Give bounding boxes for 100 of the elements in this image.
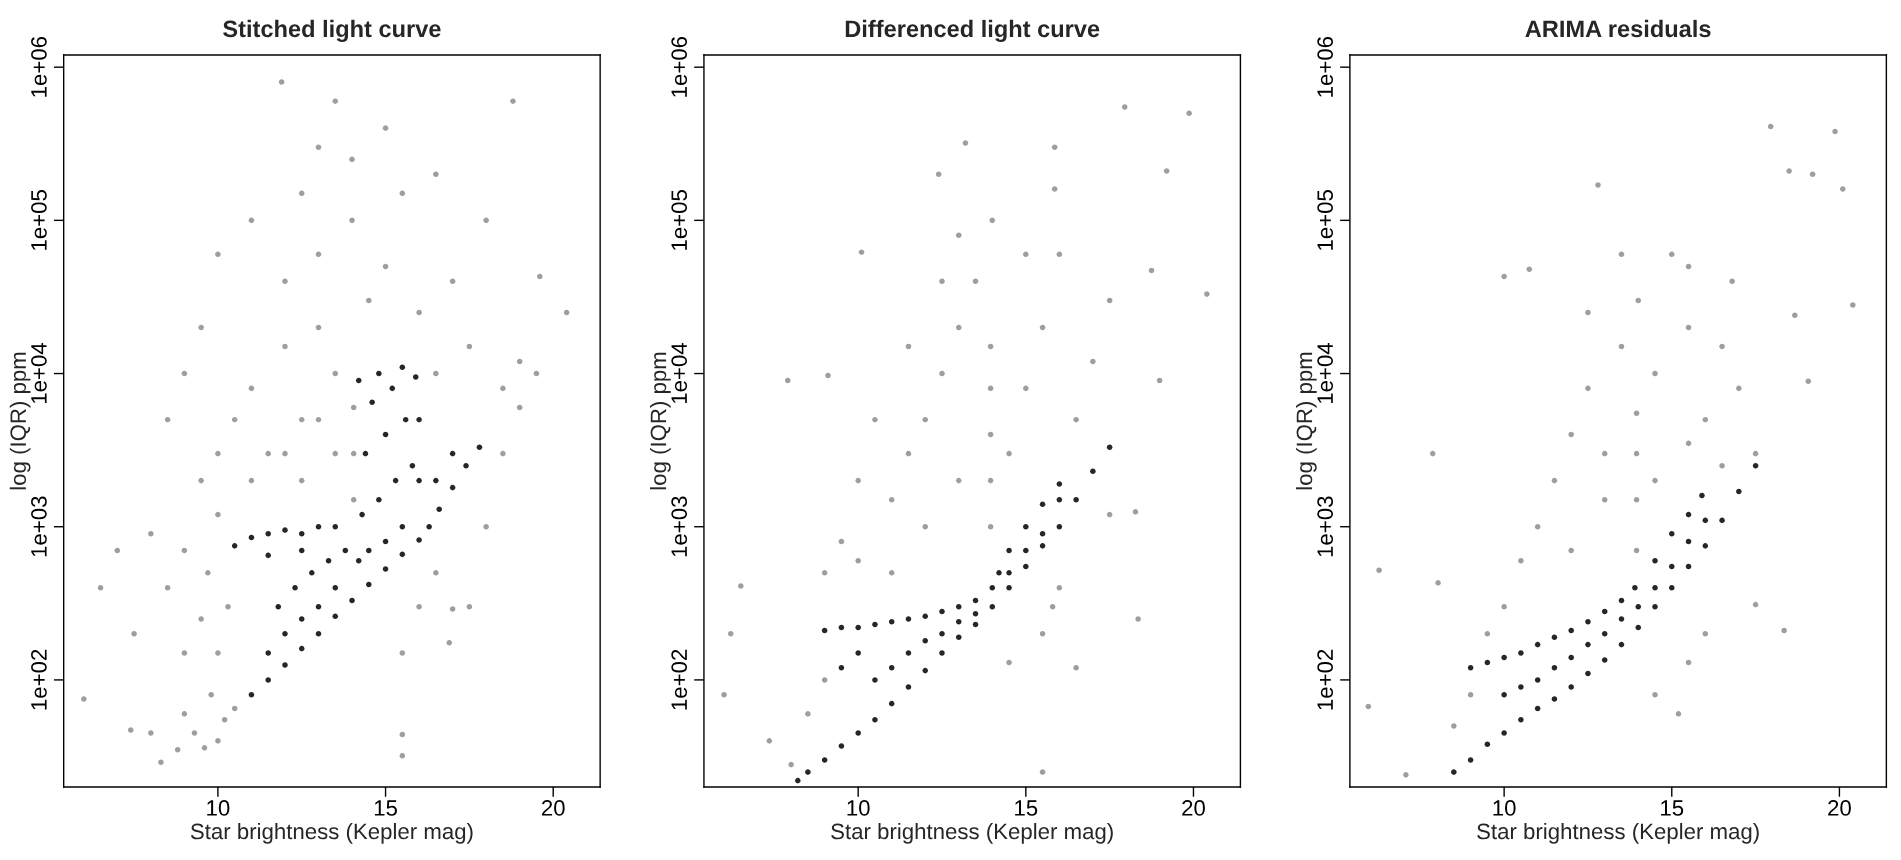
point [376,496,382,503]
point [1526,266,1533,272]
point [1006,547,1012,554]
point [1006,570,1012,576]
y-tick-label: 1e+04 [31,342,47,404]
point [1585,309,1591,316]
point [399,523,406,530]
point [1702,631,1709,637]
point [1073,416,1079,423]
point [858,249,865,255]
point [1039,769,1046,775]
point [248,691,255,698]
point [888,700,895,707]
point [1090,468,1096,475]
point [1484,741,1491,748]
x-tick-label: 15 [1015,800,1038,816]
point [1501,654,1507,661]
point [1501,604,1507,610]
y-tick-label: 1e+03 [31,496,47,557]
point [989,217,996,224]
point [1186,110,1192,117]
point [332,523,339,530]
point [987,431,994,438]
chart-title: Stitched light curve [223,19,441,42]
point [955,634,962,640]
point [821,757,828,763]
point [399,364,406,370]
point [805,711,811,717]
point [298,547,305,554]
point [1451,769,1457,775]
point [1702,543,1709,549]
point [1702,517,1709,524]
point [1006,450,1012,457]
point [1121,104,1128,110]
point [721,691,727,698]
y-tick-label: 1e+04 [671,342,688,404]
point [1484,659,1491,666]
point [1534,705,1541,712]
point [416,416,422,423]
point [855,624,861,631]
point [838,665,845,671]
point [805,769,811,775]
point [436,506,442,513]
point [1568,684,1574,690]
point [1585,385,1591,392]
point [1429,450,1436,457]
point [1601,496,1608,503]
x-axis-title: Star brightness (Kepler mag) [190,822,473,844]
y-tick-label: 1e+06 [31,36,47,97]
point [1518,716,1524,723]
point [463,462,469,469]
point [1601,608,1608,615]
point [905,650,912,656]
point [1669,584,1675,591]
point [1805,378,1812,385]
point [1850,302,1856,308]
point [1039,530,1046,537]
point [939,608,945,615]
point [1365,703,1372,710]
point [872,677,878,683]
point [1435,580,1441,586]
point [1551,634,1558,640]
point [939,650,945,656]
point [1376,567,1382,574]
y-tick-label: 1e+02 [31,649,47,710]
point [1518,684,1524,690]
point [282,662,288,668]
point [922,667,929,674]
point [1618,641,1625,648]
y-axis-title: log (IQR) ppm [650,352,671,490]
point [955,232,962,238]
point [1585,618,1591,625]
point [359,511,365,518]
point [332,584,339,591]
point [1792,312,1798,319]
point [1736,385,1742,392]
point [1132,509,1139,515]
point [1675,711,1682,717]
point [1484,631,1491,637]
point [788,761,794,768]
point [1601,657,1608,663]
x-axis-title: Star brightness (Kepler mag) [1477,822,1759,844]
point [872,621,878,628]
point [905,616,912,622]
point [1090,358,1096,365]
point [1135,616,1141,622]
point [265,530,271,537]
y-axis-title: log (IQR) ppm [1295,352,1317,490]
y-tick-label: 1e+06 [1317,36,1334,97]
point [1752,462,1759,469]
point [838,624,845,631]
point [922,613,929,620]
point [369,399,375,405]
point [231,543,238,549]
point [362,450,369,457]
point [1023,251,1029,258]
y-tick-label: 1e+03 [1317,496,1334,557]
point [1106,511,1113,518]
x-tick-label: 10 [847,800,870,816]
point [1699,492,1705,499]
